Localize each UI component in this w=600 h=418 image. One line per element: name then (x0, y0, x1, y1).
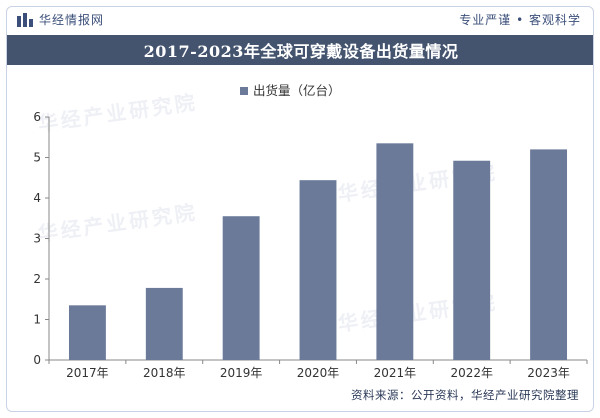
bar (376, 143, 414, 360)
source-note: 资料来源：公开资料，华经产业研究院整理 (351, 388, 579, 402)
axes: 0 1 2 3 4 5 6 2017年 2018年 2019年 2020年 2021年 2022年 202… (33, 110, 588, 380)
brand: 华经情报网 (17, 11, 104, 28)
bar (145, 287, 183, 360)
title-bar: 2017-2023年全球可穿戴设备出货量情况 (7, 35, 593, 65)
y-tick-label: 3 (33, 232, 41, 246)
bar (299, 180, 337, 360)
bar-logo-icon (17, 12, 33, 27)
x-tick-label: 2022年 (450, 366, 493, 380)
bar (222, 216, 260, 360)
y-tick-label: 6 (33, 110, 41, 124)
legend-label: 出货量（亿台） (253, 83, 341, 98)
y-tick-label: 2 (33, 272, 41, 286)
bar-chart: 出货量（亿台） 0 1 2 3 4 5 6 2017年 2018年 2019年 2020年 2021年… (33, 83, 588, 380)
y-tick-label: 4 (33, 191, 41, 205)
legend: 出货量（亿台） (240, 83, 341, 98)
x-tick-label: 2020年 (297, 366, 340, 380)
x-tick-label: 2018年 (143, 366, 186, 380)
y-tick-label: 1 (33, 313, 41, 327)
legend-swatch (240, 87, 248, 95)
bars (68, 143, 568, 360)
slogan: 专业严谨 • 客观科学 (459, 12, 581, 27)
chart-frame: 华经情报网 专业严谨 • 客观科学 2017-2023年全球可穿戴设备出货量情况… (6, 6, 594, 412)
bar (453, 160, 491, 360)
chart-title: 2017-2023年全球可穿戴设备出货量情况 (143, 42, 459, 61)
top-bar: 华经情报网 专业严谨 • 客观科学 (7, 7, 593, 31)
y-tick-label: 5 (33, 151, 41, 165)
y-tick-label: 0 (33, 353, 41, 367)
x-tick-label: 2021年 (374, 366, 417, 380)
bar (530, 149, 568, 360)
x-tick-label: 2023年 (527, 366, 570, 380)
x-tick-label: 2017年 (66, 366, 109, 380)
brand-name: 华经情报网 (39, 12, 105, 27)
x-tick-label: 2019年 (220, 366, 263, 380)
bar (68, 305, 106, 360)
